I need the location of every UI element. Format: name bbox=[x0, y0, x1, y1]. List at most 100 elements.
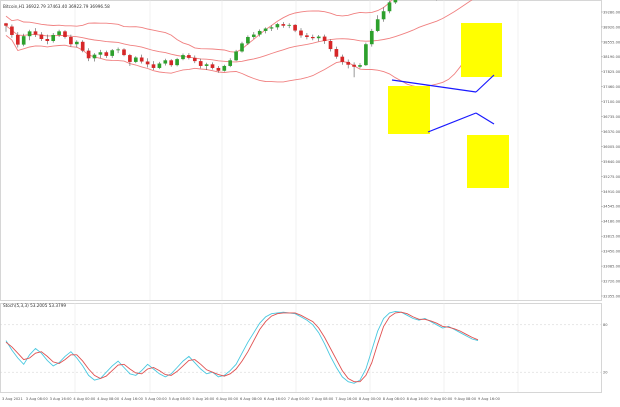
time-tick-label: 7 Aug 16:00 bbox=[335, 397, 358, 401]
candle-body bbox=[45, 38, 50, 42]
candle-body bbox=[387, 2, 392, 12]
time-tick-label: 6 Aug 16:00 bbox=[264, 397, 287, 401]
candle-body bbox=[92, 54, 97, 59]
candle-body bbox=[352, 64, 356, 67]
price-tick-label: 35640.00 bbox=[603, 160, 620, 164]
time-tick-label: 9 Aug 00:00 bbox=[430, 397, 453, 401]
candle-body bbox=[358, 65, 362, 67]
triangle-pattern-lines bbox=[391, 74, 495, 133]
candle-body bbox=[204, 64, 209, 66]
candle-body bbox=[228, 60, 233, 66]
candle-body bbox=[287, 24, 292, 26]
time-tick-label: 6 Aug 08:00 bbox=[240, 397, 263, 401]
price-tick-label: 36370.00 bbox=[603, 130, 620, 134]
time-tick-label: 7 Aug 08:00 bbox=[311, 397, 334, 401]
candle-body bbox=[21, 36, 26, 45]
time-tick-label: 5 Aug 00:00 bbox=[145, 397, 168, 401]
candle-body bbox=[222, 65, 227, 71]
price-tick-label: 32355.00 bbox=[603, 294, 620, 298]
stochastic-oscillator: 80 20 bbox=[0, 310, 608, 384]
candle-body bbox=[33, 31, 38, 35]
pattern-upper-line bbox=[391, 79, 477, 93]
candle-body bbox=[169, 60, 174, 66]
candle-body bbox=[27, 31, 32, 37]
time-tick-label: 3 Aug 2021 bbox=[2, 397, 23, 401]
main-panel-frame bbox=[0, 0, 602, 301]
candle-body bbox=[39, 34, 44, 39]
candle-body bbox=[104, 52, 109, 56]
price-tick-label: 34545.00 bbox=[603, 205, 620, 209]
panel-frames bbox=[0, 0, 602, 393]
candle-body bbox=[322, 36, 327, 42]
time-tick-label: 5 Aug 16:00 bbox=[192, 397, 215, 401]
candle-body bbox=[346, 61, 351, 65]
candlestick-series[interactable] bbox=[4, 0, 480, 78]
price-tick-label: 37100.00 bbox=[603, 100, 620, 104]
symbol-legend: Bitcoin,H1 36922.79 37463.40 36922.79 36… bbox=[3, 4, 110, 9]
breakout-up-arrow bbox=[475, 74, 495, 93]
time-axis: 3 Aug 2021 3 Aug 08:00 3 Aug 16:00 4 Aug 00… bbox=[2, 397, 501, 401]
price-tick-label: 34910.00 bbox=[603, 190, 620, 194]
candle-body bbox=[364, 44, 368, 66]
candle-body bbox=[86, 50, 91, 59]
candle-body bbox=[251, 34, 256, 37]
price-axis: 39280.00 38920.00 38555.00 38190.00 37825.00… bbox=[601, 10, 620, 298]
highlight-downside-target bbox=[467, 135, 509, 188]
time-tick-label: 6 Aug 00:00 bbox=[216, 397, 239, 401]
highlight-consolidation bbox=[388, 86, 430, 134]
time-tick-label: 7 Aug 00:00 bbox=[288, 397, 311, 401]
time-tick-label: 4 Aug 08:00 bbox=[97, 397, 120, 401]
candle-body bbox=[198, 61, 203, 66]
candle-body bbox=[381, 11, 386, 20]
time-tick-label: 8 Aug 16:00 bbox=[407, 397, 430, 401]
oscillator-panel-frame bbox=[0, 303, 602, 393]
candle-body bbox=[116, 49, 120, 51]
price-tick-label: 39280.00 bbox=[603, 10, 620, 14]
candle-body bbox=[340, 56, 345, 62]
oscillator-level-label: 80 bbox=[603, 323, 608, 327]
candle-body bbox=[234, 51, 238, 61]
time-tick-label: 3 Aug 08:00 bbox=[26, 397, 49, 401]
middle-band bbox=[5, 0, 473, 63]
candle-body bbox=[163, 60, 168, 64]
candle-body bbox=[63, 31, 67, 37]
oscillator-level-label: 20 bbox=[603, 371, 608, 375]
candle-body bbox=[316, 36, 321, 39]
candle-body bbox=[133, 57, 138, 62]
candle-body bbox=[216, 67, 221, 71]
price-tick-label: 38920.00 bbox=[603, 25, 620, 29]
pattern-lower-line bbox=[427, 112, 477, 133]
candle-body bbox=[181, 55, 185, 60]
candle-body bbox=[281, 24, 286, 26]
candle-body bbox=[269, 27, 274, 29]
candle-body bbox=[157, 63, 162, 68]
pattern-highlights bbox=[388, 23, 509, 188]
candle-body bbox=[128, 55, 132, 62]
candle-body bbox=[74, 41, 79, 45]
candle-body bbox=[187, 55, 191, 58]
candle-body bbox=[293, 24, 297, 31]
grid-lines bbox=[74, 0, 519, 392]
candle-body bbox=[69, 36, 73, 45]
time-tick-label: 8 Aug 08:00 bbox=[383, 397, 406, 401]
candle-body bbox=[80, 41, 85, 51]
candle-body bbox=[375, 19, 380, 31]
candle-body bbox=[275, 24, 280, 28]
candle-body bbox=[175, 59, 179, 66]
price-tick-label: 38190.00 bbox=[603, 55, 620, 59]
candle-body bbox=[263, 28, 268, 31]
candle-body bbox=[51, 34, 56, 42]
price-tick-label: 37460.00 bbox=[603, 85, 620, 89]
price-tick-label: 33815.00 bbox=[603, 235, 620, 239]
price-tick-label: 38555.00 bbox=[603, 40, 620, 44]
candle-body bbox=[257, 30, 262, 35]
breakout-down-arrow bbox=[475, 112, 495, 125]
price-tick-label: 32720.00 bbox=[603, 279, 620, 283]
candle-body bbox=[210, 64, 215, 68]
candle-body bbox=[240, 43, 244, 52]
time-tick-label: 9 Aug 08:00 bbox=[454, 397, 477, 401]
time-tick-label: 8 Aug 00:00 bbox=[359, 397, 382, 401]
candle-body bbox=[334, 49, 339, 57]
